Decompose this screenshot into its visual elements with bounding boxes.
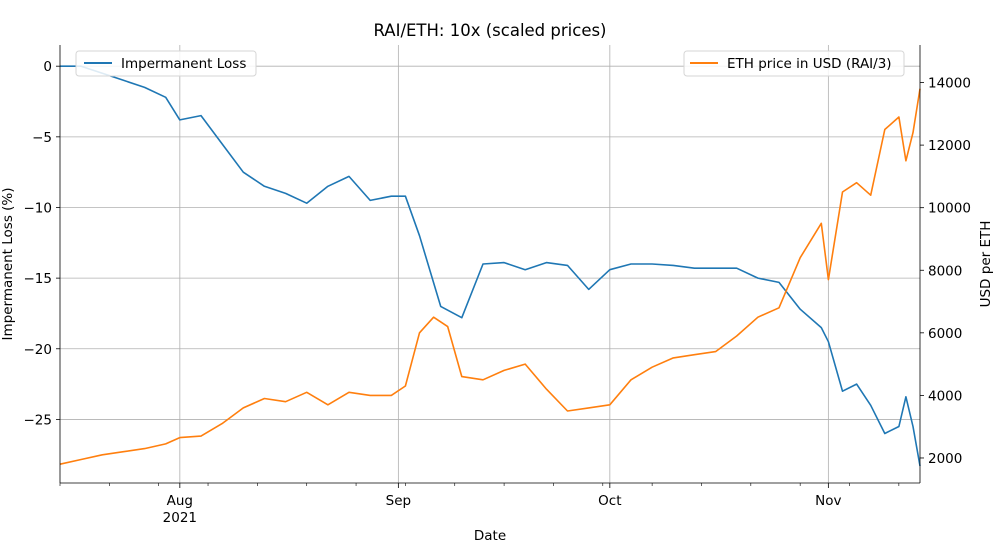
grid-lines bbox=[60, 45, 920, 483]
series-layer bbox=[59, 65, 921, 467]
left-axis-label: Impermanent Loss (%) bbox=[0, 187, 16, 340]
left-tick-label: −25 bbox=[24, 412, 53, 428]
tick-labels: 0 −5 −10 −15 −20 −25 2000 4000 6000 8000 10000 1200… bbox=[24, 59, 971, 526]
right-tick-label: 4000 bbox=[928, 388, 962, 404]
legend-right: ETH price in USD (RAI/3) bbox=[683, 50, 905, 77]
x-tick-label: Aug bbox=[167, 493, 193, 509]
chart-title: RAI/ETH: 10x (scaled prices) bbox=[374, 21, 607, 40]
series-line-0 bbox=[60, 65, 921, 467]
left-tick-label: 0 bbox=[43, 59, 52, 75]
right-axis-label: USD per ETH bbox=[978, 221, 994, 308]
x-tick-label: Sep bbox=[386, 493, 411, 509]
x-axis-label: Date bbox=[474, 528, 506, 544]
legend-label-il: Impermanent Loss bbox=[121, 56, 246, 72]
right-tick-label: 2000 bbox=[928, 451, 962, 467]
left-tick-label: −10 bbox=[24, 200, 53, 216]
right-tick-label: 10000 bbox=[928, 201, 971, 217]
x-tick-label: Nov bbox=[815, 493, 841, 509]
right-tick-label: 14000 bbox=[928, 76, 971, 92]
series-line-1 bbox=[59, 88, 921, 465]
right-tick-label: 12000 bbox=[928, 138, 971, 154]
axes bbox=[56, 45, 924, 488]
x-tick-sublabel: 2021 bbox=[163, 510, 197, 526]
left-tick-label: −5 bbox=[32, 130, 52, 146]
left-tick-label: −15 bbox=[24, 271, 53, 287]
legend-label-eth: ETH price in USD (RAI/3) bbox=[727, 56, 892, 72]
x-tick-label: Oct bbox=[598, 493, 621, 509]
right-tick-label: 8000 bbox=[928, 263, 962, 279]
right-tick-label: 6000 bbox=[928, 326, 962, 342]
left-tick-label: −20 bbox=[24, 342, 53, 358]
legend-left: Impermanent Loss bbox=[75, 50, 257, 77]
